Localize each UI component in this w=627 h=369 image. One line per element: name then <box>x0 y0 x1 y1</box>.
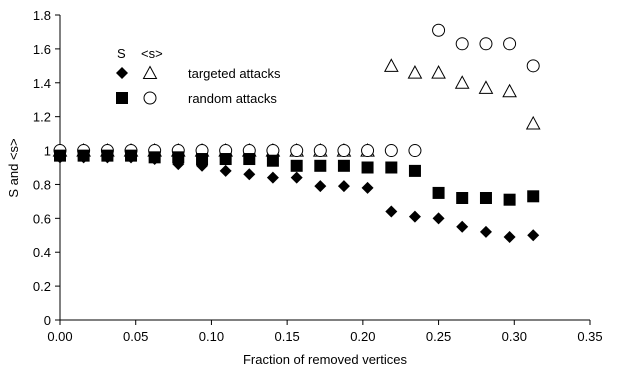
legend-header-S: S <box>117 46 126 61</box>
triangle-data-point <box>502 83 517 98</box>
legend-markers <box>116 65 158 105</box>
square-data-point <box>54 149 66 162</box>
square-data-point <box>219 153 232 166</box>
diamond-data-point <box>266 171 279 184</box>
square-data-point <box>503 193 516 206</box>
square-data-point <box>479 192 492 204</box>
triangle-data-point <box>407 65 423 79</box>
data-marks <box>52 23 541 243</box>
square-data-point <box>148 151 161 164</box>
circle-data-point <box>313 144 327 158</box>
square-data-point <box>125 149 138 162</box>
diamond-data-point <box>479 225 492 238</box>
y-tick-label: 1.4 <box>33 76 51 91</box>
legend-marker-random-s <box>143 91 157 105</box>
square-data-point <box>314 159 327 172</box>
diamond-data-point <box>408 210 421 223</box>
square-data-point <box>172 151 185 164</box>
legend: S <s> targeted attacks random attacks <box>116 46 281 106</box>
circle-data-point <box>526 59 540 73</box>
triangle-data-point <box>431 65 446 79</box>
triangle-data-point <box>525 115 541 130</box>
x-ticks: 0.00 0.05 0.10 0.15 0.20 0.25 0.30 0.35 <box>47 320 603 344</box>
square-data-point <box>77 149 90 162</box>
x-tick-label: 0.00 <box>47 329 72 344</box>
legend-marker-targeted-s <box>142 65 158 80</box>
circle-data-point <box>479 37 493 51</box>
circle-data-point <box>432 23 446 37</box>
triangle-data-point <box>383 58 399 72</box>
x-tick-label: 0.20 <box>350 329 375 344</box>
diamond-data-point <box>385 205 398 218</box>
diamond-data-point <box>290 171 303 184</box>
diamond-data-point <box>503 230 516 243</box>
square-data-point <box>408 164 421 177</box>
square-data-point <box>337 159 350 172</box>
circle-data-point <box>337 144 351 158</box>
legend-label-targeted: targeted attacks <box>188 66 281 81</box>
x-tick-label: 0.30 <box>502 329 527 344</box>
x-tick-label: 0.25 <box>426 329 451 344</box>
y-tick-label: 0.8 <box>33 177 51 192</box>
square-data-point <box>361 161 374 174</box>
square-data-point <box>266 154 279 167</box>
legend-marker-random-S <box>116 92 128 104</box>
circle-data-point <box>290 144 304 158</box>
y-tick-label: 1 <box>44 144 51 159</box>
y-tick-label: 1.6 <box>33 42 51 57</box>
y-tick-label: 0 <box>44 313 51 328</box>
y-tick-label: 0.4 <box>33 245 51 260</box>
y-ticks: 0 0.2 0.4 0.6 0.8 1 1.2 1.4 1.6 1.8 <box>33 8 60 328</box>
x-axis-label: Fraction of removed vertices <box>243 352 408 367</box>
square-data-point <box>385 161 398 174</box>
legend-label-random: random attacks <box>188 91 277 106</box>
circle-data-point <box>361 144 375 158</box>
diamond-data-point <box>219 164 232 177</box>
y-tick-label: 1.2 <box>33 110 51 125</box>
y-axis-label: S and <s> <box>6 138 21 197</box>
diamond-data-point <box>432 212 445 225</box>
square-data-point <box>290 159 303 172</box>
x-tick-label: 0.10 <box>199 329 224 344</box>
y-tick-label: 0.6 <box>33 211 51 226</box>
diamond-data-point <box>456 220 469 233</box>
triangle-data-point <box>454 75 470 89</box>
diamond-data-point <box>314 180 327 193</box>
square-data-point <box>196 153 209 166</box>
legend-header-s: <s> <box>141 46 163 61</box>
legend-marker-targeted-S <box>116 67 128 79</box>
square-data-point <box>101 149 114 162</box>
circle-data-point <box>455 37 469 51</box>
diamond-data-point <box>243 168 256 181</box>
square-data-point <box>527 190 540 203</box>
y-tick-label: 1.8 <box>33 8 51 23</box>
diamond-data-point <box>361 181 374 194</box>
diamond-data-point <box>527 229 540 242</box>
y-tick-label: 0.2 <box>33 279 51 294</box>
x-tick-label: 0.15 <box>274 329 299 344</box>
circle-data-point <box>503 37 517 51</box>
square-data-point <box>432 186 445 199</box>
x-tick-label: 0.35 <box>577 329 602 344</box>
triangle-data-point <box>478 80 494 94</box>
circle-data-point <box>408 144 422 158</box>
circle-data-point <box>384 144 398 158</box>
chart-axes <box>59 15 590 321</box>
square-data-point <box>456 192 469 204</box>
x-tick-label: 0.05 <box>123 329 148 344</box>
square-data-point <box>243 153 256 166</box>
diamond-data-point <box>337 180 350 193</box>
